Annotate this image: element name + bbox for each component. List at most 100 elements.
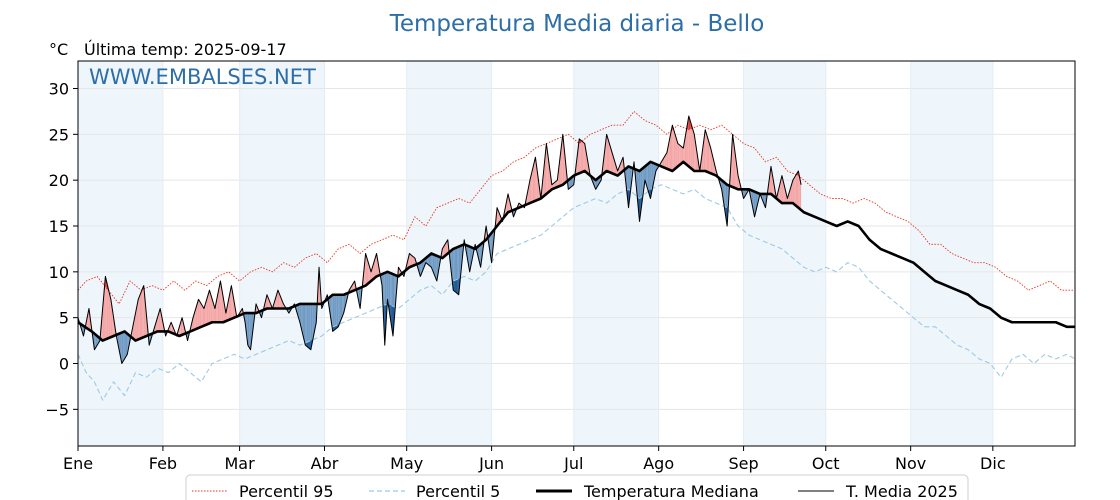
- above-median-fill: [531, 168, 533, 203]
- above-median-fill: [580, 140, 582, 173]
- percentile-5-line: [78, 184, 1075, 401]
- x-tick-label: Nov: [895, 454, 926, 473]
- below-median-fill: [460, 245, 462, 281]
- month-bands: [78, 61, 993, 446]
- unit-label: °C: [49, 40, 68, 59]
- legend-p95-label: Percentil 95: [239, 482, 334, 500]
- above-median-fill: [558, 157, 561, 187]
- below-median-fill: [762, 193, 765, 205]
- below-median-fill: [646, 164, 648, 190]
- above-median-fill: [794, 175, 796, 206]
- above-median-fill: [203, 303, 206, 326]
- below-median-fill: [303, 303, 306, 346]
- above-median-fill: [277, 290, 280, 309]
- below-p5-fill: [309, 340, 311, 350]
- above-median-fill: [713, 159, 715, 176]
- above-median-fill: [365, 253, 367, 286]
- percentile-95-line: [78, 110, 1075, 305]
- above-median-fill: [136, 299, 139, 341]
- y-tick-label: 20: [49, 171, 69, 190]
- above-median-fill: [210, 294, 213, 323]
- above-median-fill: [664, 154, 666, 169]
- above-median-fill: [197, 299, 199, 329]
- below-median-fill: [568, 179, 570, 190]
- x-tick-label: Jun: [478, 454, 504, 473]
- below-median-fill: [310, 303, 313, 350]
- below-median-fill: [297, 304, 299, 318]
- above-median-fill: [138, 295, 140, 340]
- above-median-fill: [194, 308, 196, 330]
- legend-median-label: Temperatura Mediana: [583, 482, 759, 500]
- below-median-fill: [123, 331, 125, 362]
- above-median-fill: [769, 166, 771, 194]
- above-median-fill: [676, 138, 678, 168]
- axes: −5 0 5 10 15 20 25 30 Ene Feb Mar Abr May Jun Jul Ago Se…: [45, 80, 1005, 474]
- below-median-fill: [120, 332, 122, 364]
- above-median-fill: [158, 308, 161, 332]
- below-median-fill: [247, 313, 250, 348]
- above-median-fill: [672, 125, 674, 171]
- x-tick-label: Ene: [63, 454, 93, 473]
- above-median-fill: [705, 129, 707, 172]
- last-temp-label: Última temp: 2025-09-17: [84, 40, 287, 59]
- above-median-fill: [206, 294, 209, 325]
- above-median-fill: [677, 143, 680, 167]
- above-median-fill: [230, 285, 232, 320]
- above-median-fill: [607, 138, 610, 173]
- below-median-fill: [629, 166, 632, 197]
- below-median-fill: [124, 331, 126, 359]
- y-tick-label: 0: [59, 355, 69, 374]
- below-median-fill: [429, 253, 432, 268]
- above-median-fill: [532, 162, 535, 202]
- above-median-fill: [670, 125, 673, 171]
- above-median-fill: [527, 187, 529, 205]
- below-median-fill: [339, 294, 341, 324]
- below-median-fill: [335, 294, 337, 330]
- x-tick-label: Oct: [812, 454, 840, 473]
- above-median-fill: [497, 207, 499, 226]
- y-tick-label: 25: [49, 125, 69, 144]
- above-median-fill: [792, 177, 795, 205]
- above-median-fill: [583, 142, 585, 172]
- below-median-fill: [334, 294, 336, 331]
- below-median-fill: [649, 161, 651, 199]
- above-median-fill: [139, 292, 141, 339]
- below-median-fill: [428, 254, 430, 267]
- legend-current-label: T. Media 2025: [845, 482, 958, 500]
- above-median-fill: [788, 189, 791, 204]
- above-median-fill: [691, 125, 693, 170]
- above-median-fill: [220, 281, 222, 323]
- above-median-fill: [669, 132, 671, 171]
- below-median-fill: [308, 303, 310, 349]
- above-median-fill: [555, 180, 558, 188]
- above-median-fill: [618, 164, 621, 175]
- above-median-fill: [665, 152, 667, 169]
- above-median-fill: [412, 255, 414, 267]
- above-median-fill: [179, 322, 181, 336]
- above-median-fill: [543, 157, 546, 197]
- below-median-fill: [471, 247, 473, 265]
- below-p5-fill: [454, 279, 456, 293]
- above-median-fill: [706, 134, 708, 173]
- below-median-fill: [302, 303, 304, 340]
- above-median-fill: [549, 164, 551, 192]
- below-median-fill: [569, 177, 572, 189]
- above-median-fill: [606, 134, 608, 172]
- above-median-fill: [135, 306, 137, 341]
- above-median-fill: [108, 287, 110, 339]
- month-band: [743, 61, 826, 446]
- above-median-fill: [798, 171, 800, 209]
- watermark: WWW.EMBALSES.NET: [89, 65, 316, 89]
- above-median-fill: [732, 134, 734, 188]
- above-median-fill: [208, 290, 210, 324]
- below-median-fill: [477, 245, 480, 262]
- above-median-fill: [256, 303, 258, 314]
- above-median-fill: [445, 242, 447, 256]
- above-median-fill: [202, 306, 204, 327]
- plot-frame: [77, 60, 1076, 447]
- below-median-fill: [723, 181, 725, 208]
- above-median-fill: [182, 317, 184, 335]
- above-median-fill: [690, 120, 692, 169]
- below-median-fill: [336, 294, 339, 328]
- above-median-fill: [217, 287, 220, 323]
